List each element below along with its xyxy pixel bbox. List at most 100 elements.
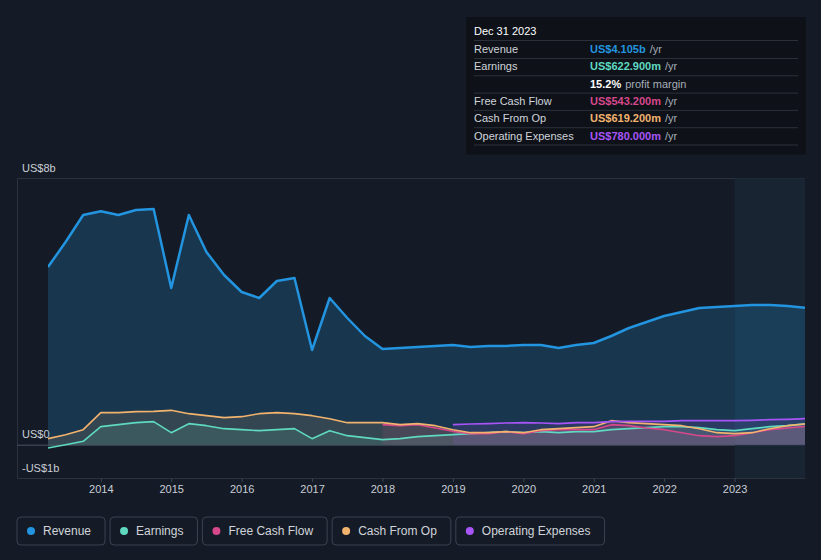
legend-swatch — [212, 527, 220, 535]
tooltip-value-number: US$4.105b — [590, 43, 646, 55]
tooltip-date: Dec 31 2023 — [474, 25, 536, 37]
tooltip-value: US$622.900m/yr — [590, 60, 678, 72]
tooltip-box — [466, 17, 806, 155]
x-tick-mark — [242, 478, 243, 482]
grid-line — [17, 478, 805, 479]
legend: Revenue Earnings Free Cash Flow Cash From O… — [17, 517, 605, 545]
legend-button[interactable] — [17, 517, 105, 545]
series-line — [48, 422, 805, 448]
tooltip-divider — [474, 110, 798, 111]
legend-label: Revenue — [43, 524, 91, 538]
x-tick-mark — [523, 478, 524, 482]
legend-label: Cash From Op — [358, 524, 437, 538]
tooltip-label: Revenue — [474, 43, 518, 55]
x-tick: 2022 — [652, 478, 676, 495]
x-tick-label: 2019 — [441, 483, 465, 495]
chart-container: US$8bUS$0-US$1b2014201520162017201820192… — [0, 0, 821, 560]
x-tick-label: 2016 — [230, 483, 254, 495]
tooltip-divider — [474, 58, 798, 59]
x-tick-mark — [382, 478, 383, 482]
tooltip-value-number: US$780.000m — [590, 130, 661, 142]
y-tick-label: US$8b — [22, 162, 56, 174]
x-tick-mark — [664, 478, 665, 482]
legend-item[interactable]: Earnings — [110, 517, 197, 545]
tooltip-value-number: US$619.200m — [590, 112, 661, 124]
tooltip-value: US$4.105b/yr — [590, 43, 662, 55]
x-tick-mark — [453, 478, 454, 482]
x-tick-mark — [735, 478, 736, 482]
legend-swatch — [120, 527, 128, 535]
legend-button[interactable] — [332, 517, 451, 545]
legend-swatch — [27, 527, 35, 535]
x-tick: 2020 — [512, 478, 536, 495]
x-axis: 2014 2015 2016 2017 2018 2019 2020 2021 2022 2023 — [49, 478, 806, 495]
legend-item[interactable]: Operating Expenses — [456, 517, 605, 545]
x-tick: 2023 — [723, 478, 747, 495]
tooltip-label: Operating Expenses — [474, 130, 574, 142]
legend-button[interactable] — [456, 517, 605, 545]
legend-button[interactable] — [110, 517, 197, 545]
tooltip-value-suffix: /yr — [665, 60, 678, 72]
legend-swatch — [466, 527, 474, 535]
legend-swatch — [342, 527, 350, 535]
x-tick-mark — [312, 478, 313, 482]
series-line — [48, 410, 805, 438]
background — [0, 0, 821, 560]
x-tick-label: 2022 — [652, 483, 676, 495]
x-tick: 2016 — [230, 478, 254, 495]
chart-svg: US$8bUS$0-US$1b2014201520162017201820192… — [0, 0, 821, 560]
x-tick-mark — [594, 478, 595, 482]
series-line — [48, 209, 805, 350]
tooltip-value-number: US$543.200m — [590, 95, 661, 107]
y-tick-label: -US$1b — [22, 462, 59, 474]
tooltip-divider — [474, 145, 798, 146]
x-tick-label: 2017 — [300, 483, 324, 495]
y-axis-line — [17, 179, 18, 479]
x-tick-mark — [101, 478, 102, 482]
grid-line — [17, 178, 805, 179]
tooltip-divider — [474, 127, 798, 128]
tooltip-value: US$780.000m/yr — [590, 130, 678, 142]
tooltip-value-suffix: /yr — [665, 130, 678, 142]
x-tick: 2014 — [89, 478, 113, 495]
tooltip-value: 15.2% profit margin — [590, 78, 686, 90]
x-tick-label: 2021 — [582, 483, 606, 495]
y-tick: US$8b — [17, 162, 805, 179]
tooltip-value-suffix: /yr — [650, 43, 663, 55]
legend-label: Operating Expenses — [482, 524, 591, 538]
y-axis: US$8bUS$0-US$1b — [17, 162, 805, 479]
x-tick: 2021 — [582, 478, 606, 495]
tooltip-value: US$619.200m/yr — [590, 112, 678, 124]
tooltip: Dec 31 2023 Revenue US$4.105b/yr Earnings US… — [466, 17, 806, 155]
tooltip-divider — [474, 75, 798, 76]
tooltip-label: Free Cash Flow — [474, 95, 552, 107]
tooltip-value-number: US$622.900m — [590, 60, 661, 72]
x-tick-label: 2015 — [159, 483, 183, 495]
tooltip-label: Earnings — [474, 60, 518, 72]
legend-button[interactable] — [202, 517, 327, 545]
series-area — [48, 209, 805, 445]
tooltip-divider — [474, 40, 798, 41]
x-tick: 2019 — [441, 478, 465, 495]
x-tick: 2018 — [371, 478, 395, 495]
x-tick-mark — [171, 478, 172, 482]
tooltip-value-number: 15.2% — [590, 78, 621, 90]
tooltip-label: Cash From Op — [474, 112, 546, 124]
x-tick-label: 2023 — [723, 483, 747, 495]
x-tick-label: 2018 — [371, 483, 395, 495]
x-tick-label: 2020 — [512, 483, 536, 495]
grid-line — [17, 445, 805, 446]
tooltip-value: US$543.200m/yr — [590, 95, 678, 107]
plot-area — [48, 178, 805, 478]
legend-item[interactable]: Cash From Op — [332, 517, 451, 545]
legend-item[interactable]: Free Cash Flow — [202, 517, 327, 545]
series-line — [453, 419, 805, 425]
x-tick: 2017 — [300, 478, 324, 495]
y-tick: -US$1b — [17, 462, 805, 479]
x-tick-label: 2014 — [89, 483, 113, 495]
tooltip-divider — [474, 93, 798, 94]
legend-label: Earnings — [136, 524, 183, 538]
tooltip-value-suffix: profit margin — [625, 78, 686, 90]
legend-item[interactable]: Revenue — [17, 517, 105, 545]
tooltip-value-suffix: /yr — [665, 112, 678, 124]
